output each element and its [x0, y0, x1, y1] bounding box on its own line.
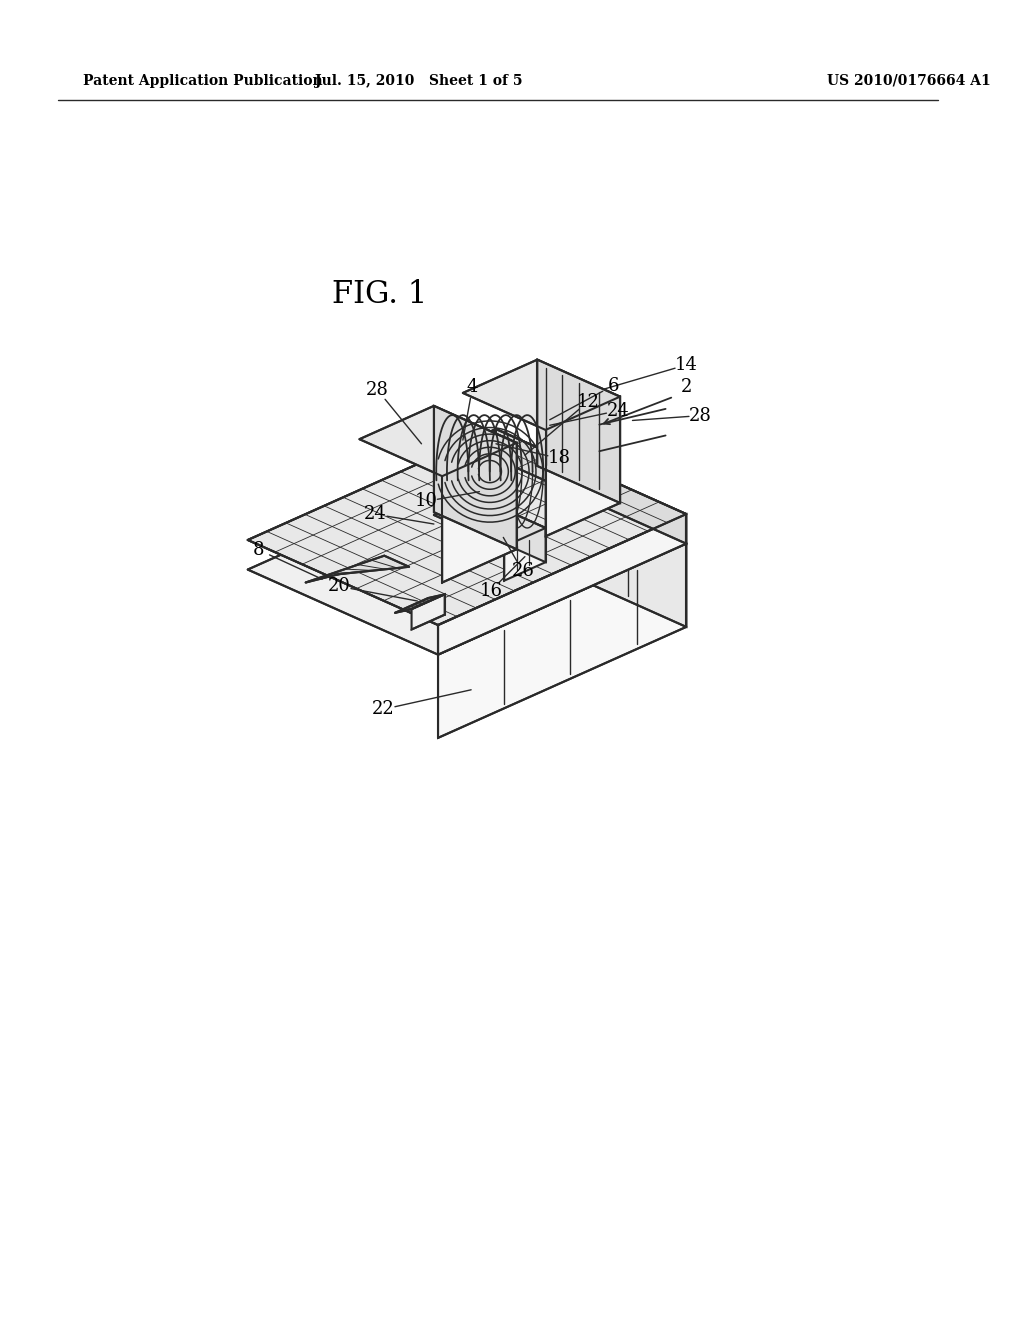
Text: 24: 24: [365, 506, 387, 523]
Polygon shape: [248, 458, 686, 655]
Polygon shape: [538, 359, 621, 503]
Text: 26: 26: [511, 562, 535, 581]
Polygon shape: [248, 429, 686, 626]
Polygon shape: [496, 458, 686, 627]
Text: 2: 2: [681, 379, 692, 396]
Polygon shape: [438, 513, 686, 655]
Text: 6: 6: [607, 376, 618, 395]
Text: 4: 4: [467, 378, 478, 396]
Text: 28: 28: [367, 381, 389, 399]
Text: 8: 8: [253, 541, 264, 558]
Polygon shape: [395, 594, 444, 612]
Polygon shape: [504, 528, 546, 581]
Polygon shape: [475, 496, 546, 562]
Text: 18: 18: [548, 449, 570, 467]
Text: 20: 20: [328, 577, 351, 595]
Polygon shape: [434, 405, 517, 549]
Text: 16: 16: [479, 582, 503, 599]
Text: 10: 10: [415, 492, 437, 511]
Polygon shape: [412, 594, 444, 630]
Polygon shape: [305, 556, 409, 582]
Polygon shape: [359, 405, 517, 477]
Text: 22: 22: [372, 700, 395, 718]
Text: Jul. 15, 2010   Sheet 1 of 5: Jul. 15, 2010 Sheet 1 of 5: [314, 74, 522, 88]
Text: 24: 24: [606, 401, 630, 420]
Text: Patent Application Publication: Patent Application Publication: [83, 74, 323, 88]
Polygon shape: [546, 396, 621, 536]
Polygon shape: [434, 496, 546, 546]
Text: 14: 14: [675, 356, 697, 374]
Text: FIG. 1: FIG. 1: [332, 280, 427, 310]
Polygon shape: [463, 359, 621, 430]
Text: 12: 12: [577, 392, 600, 411]
Polygon shape: [438, 544, 686, 738]
Text: 28: 28: [689, 407, 712, 425]
Text: US 2010/0176664 A1: US 2010/0176664 A1: [827, 74, 991, 88]
Polygon shape: [442, 444, 517, 582]
Polygon shape: [496, 429, 686, 544]
